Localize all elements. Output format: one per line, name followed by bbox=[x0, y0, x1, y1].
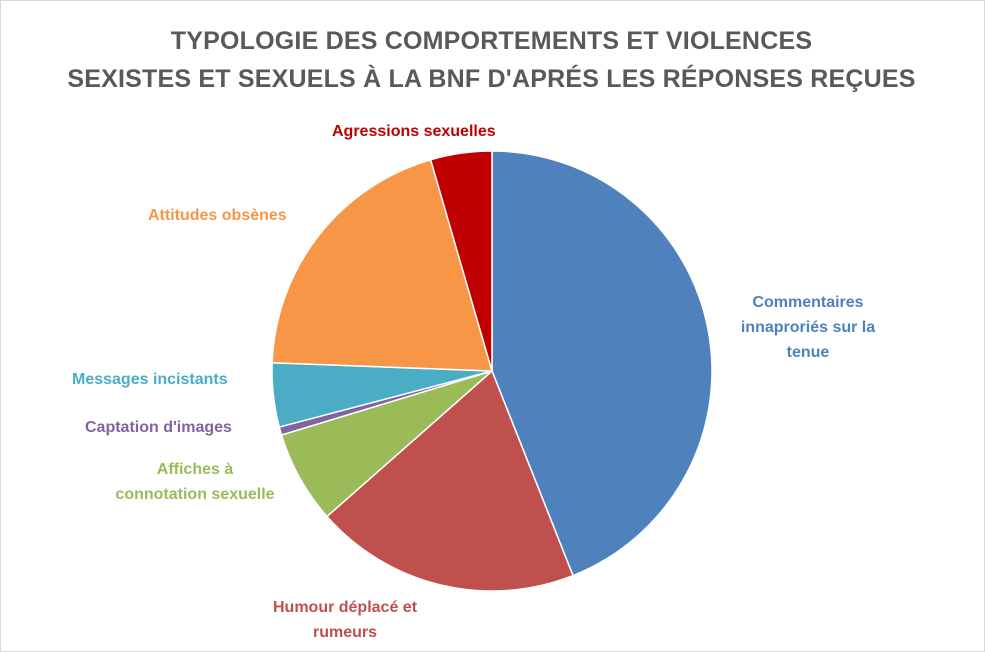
pie-slice-humour-deplace-et-rumeurs bbox=[326, 370, 574, 592]
slice-label-line: Commentaires bbox=[752, 294, 864, 311]
slice-label-attitudes-obsenes: Attitudes obsènes bbox=[148, 203, 328, 228]
chart-title: TYPOLOGIE DES COMPORTEMENTS ET VIOLENCES… bbox=[0, 22, 983, 98]
slice-label-line: Captation d'images bbox=[85, 419, 232, 436]
slice-label-line: Messages incistants bbox=[72, 371, 228, 388]
slice-label-messages-incistants: Messages incistants bbox=[72, 367, 262, 392]
chart-title-line-2: SEXISTES ET SEXUELS À LA BNF D'APRÉS LES… bbox=[67, 65, 916, 93]
slice-label-agressions-sexuelles: Agressions sexuelles bbox=[332, 119, 532, 144]
pie-slice-commentaires-innaprories-sur-la-tenue bbox=[491, 150, 713, 577]
slice-label-line: Affiches à bbox=[156, 461, 234, 478]
pie-slice-agressions-sexuelles bbox=[429, 150, 493, 372]
slice-label-line: rumeurs bbox=[312, 624, 378, 641]
slice-label-commentaires-innaprories-sur-la-tenue: Commentaires innaproriés sur la tenue bbox=[718, 290, 898, 365]
slice-label-line: tenue bbox=[786, 344, 830, 361]
slice-label-line: Attitudes obsènes bbox=[148, 207, 287, 224]
slice-label-line: connotation sexuelle bbox=[115, 486, 275, 503]
slice-label-line: Humour déplacé et bbox=[272, 599, 418, 616]
slice-label-line: innaproriés sur la bbox=[740, 319, 876, 336]
slice-label-affiches-a-connotation-sexuelle: Affiches à connotation sexuelle bbox=[95, 457, 295, 507]
slice-label-captation-d-images: Captation d'images bbox=[85, 415, 275, 440]
pie-slice-attitudes-obsenes bbox=[271, 158, 493, 372]
slice-label-line: Agressions sexuelles bbox=[332, 123, 496, 140]
slice-label-humour-deplace-et-rumeurs: Humour déplacé et rumeurs bbox=[255, 595, 435, 645]
chart-title-line-1: TYPOLOGIE DES COMPORTEMENTS ET VIOLENCES bbox=[170, 27, 813, 55]
